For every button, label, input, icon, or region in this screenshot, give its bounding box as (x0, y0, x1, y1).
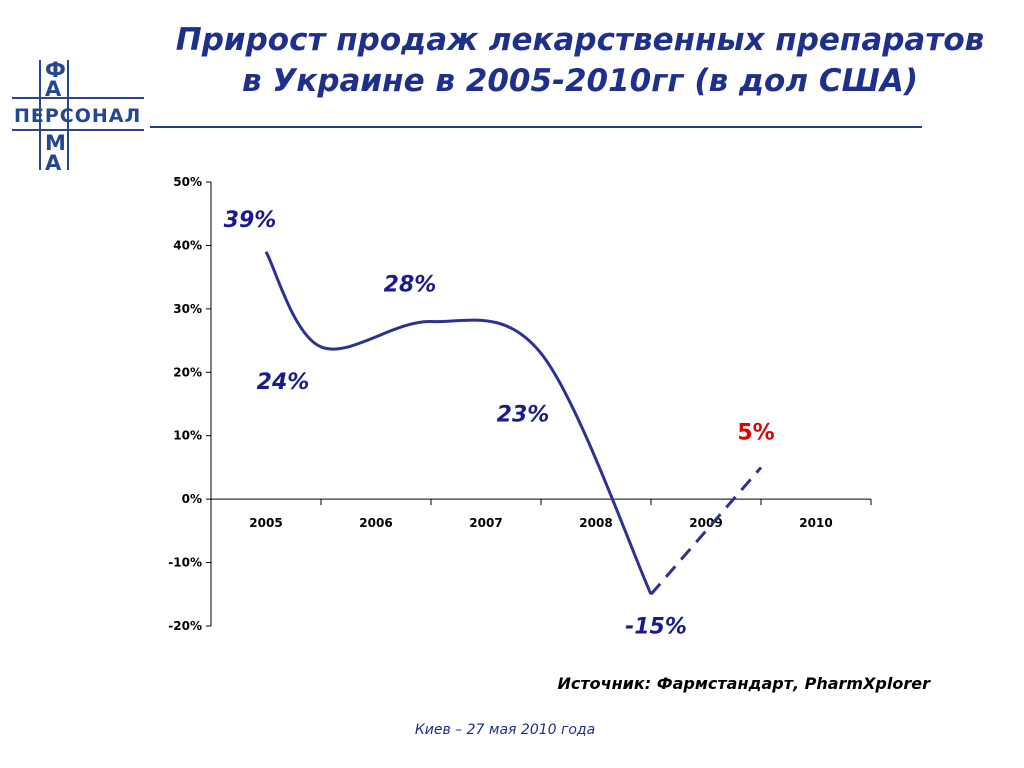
x-tick-label: 2007 (469, 516, 502, 530)
x-tick-label: 2006 (359, 516, 392, 530)
logo-word: ПЕРСОНАЛ (14, 105, 142, 127)
footer-date: Киев – 27 мая 2010 года (414, 722, 596, 738)
series-line-forecast (649, 466, 763, 596)
company-logo: Ф А ПЕРСОНАЛ М А (10, 58, 150, 174)
y-tick-label: 0% (182, 492, 202, 506)
x-tick-label: 2010 (799, 516, 832, 530)
logo-letter-a2: А (45, 151, 62, 175)
x-tick-label: 2008 (579, 516, 612, 530)
logo-letter-a1: А (45, 77, 62, 101)
sales-growth-chart: 50% 40% 30% 20% 10% 0% -10% -20% 2005 2006 2007 200… (168, 175, 872, 639)
data-label: -15% (625, 614, 687, 639)
y-tick-label: 30% (173, 302, 202, 316)
y-tick-label: 10% (173, 429, 202, 443)
data-label: 24% (257, 370, 310, 395)
series-line-actual (264, 251, 653, 595)
y-tick-label: 50% (173, 175, 202, 189)
logo-letter-m: М (45, 131, 66, 155)
source-note: Источник: Фармстандарт, PharmXplorer (557, 674, 931, 693)
y-tick-label: 20% (173, 365, 202, 379)
data-label: 28% (384, 273, 437, 298)
data-label: 39% (224, 208, 277, 233)
y-tick-label: -10% (168, 556, 202, 570)
y-tick-label: 40% (173, 238, 202, 252)
x-tick-label: 2005 (249, 516, 282, 530)
data-label: 23% (497, 402, 550, 427)
title-divider (150, 126, 922, 128)
page-title-line1: Прирост продаж лекарственных препаратов (175, 22, 985, 58)
logo-letter-f: Ф (45, 58, 66, 82)
page-title-line2: в Украине в 2005-2010гг (в дол США) (241, 63, 919, 99)
logo-cross-lines (12, 60, 144, 170)
data-label: 5% (737, 420, 774, 445)
y-tick-label: -20% (168, 619, 202, 633)
